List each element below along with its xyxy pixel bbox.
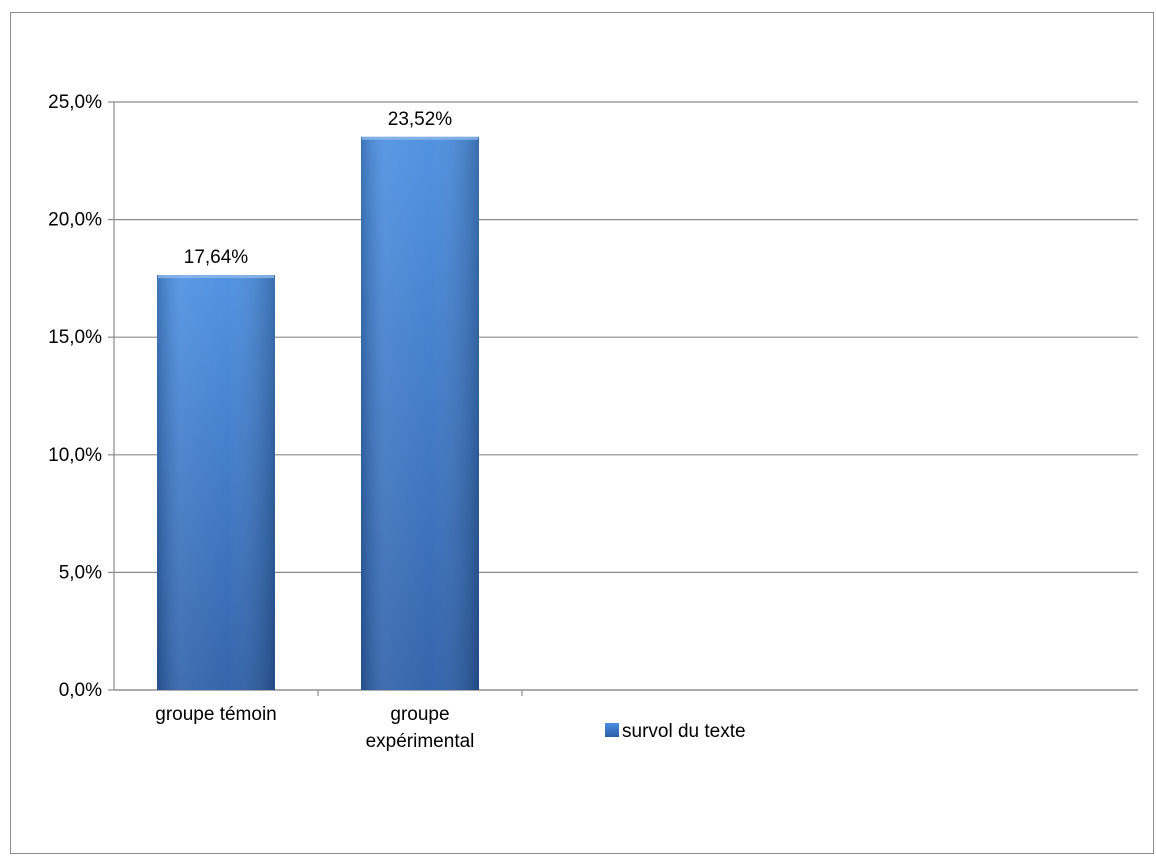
y-tick-label: 10,0%	[48, 445, 102, 466]
x-tick-label: groupe témoin	[155, 704, 276, 725]
x-tick-label: expérimental	[366, 731, 475, 752]
legend-label: survol du texte	[622, 721, 746, 742]
bar-top-highlight	[362, 136, 478, 140]
data-label: 23,52%	[388, 109, 453, 130]
x-tick-label: groupe	[390, 704, 449, 725]
y-tick-label: 15,0%	[48, 327, 102, 348]
bar-shading	[157, 275, 275, 690]
bar-shading	[361, 136, 479, 691]
legend-swatch	[605, 723, 619, 737]
legend: survol du texte	[605, 721, 746, 742]
y-tick-label: 5,0%	[59, 562, 102, 583]
labels: 17,64% groupe témoin 23,52% groupe expérimen…	[155, 109, 474, 752]
data-label: 17,64%	[184, 247, 249, 268]
bars	[157, 136, 479, 691]
y-axis: 0,0% 5,0% 10,0% 15,0% 20,0% 25,0%	[48, 92, 1138, 701]
y-tick-label: 20,0%	[48, 210, 102, 231]
bar-top-highlight	[158, 275, 274, 279]
y-tick-label: 25,0%	[48, 92, 102, 113]
y-tick-label: 0,0%	[59, 680, 102, 701]
